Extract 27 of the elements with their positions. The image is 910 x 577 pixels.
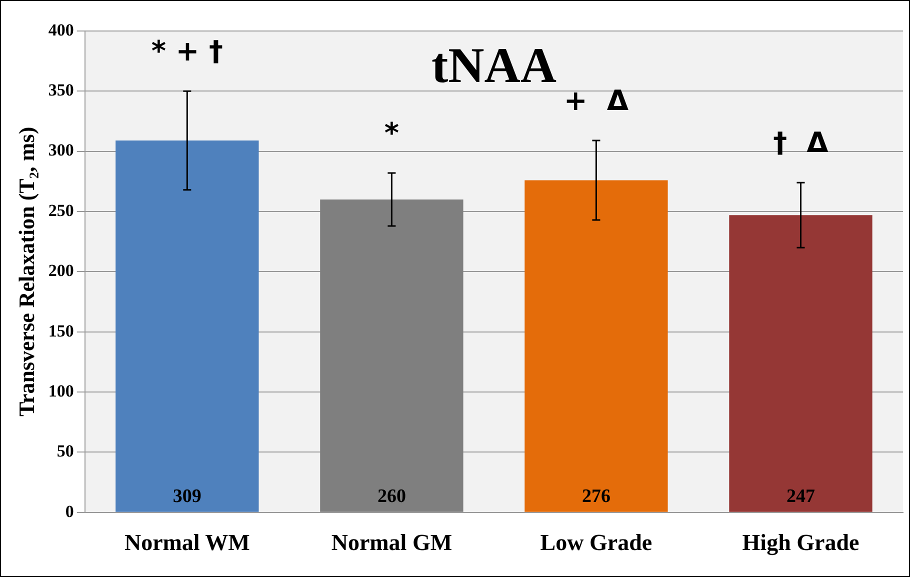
data-label: 309 [172,486,202,507]
y-tick-label: 0 [65,502,74,521]
x-tick-label: Normal GM [331,530,452,556]
annotation: * + † [151,34,223,68]
bar [116,140,259,512]
y-tick-label: 100 [48,381,74,400]
y-tick-label: 250 [48,200,74,220]
bar [524,180,668,512]
y-tick-label: 150 [48,321,74,340]
y-tick-label: 200 [48,261,74,280]
y-tick-label: 400 [48,20,74,40]
annotation: * [384,116,400,150]
bar [320,199,464,512]
annotation: + Δ [564,84,629,117]
x-tick-label: High Grade [742,530,860,556]
data-label: 260 [377,486,406,507]
data-label: 247 [786,486,816,507]
bar [729,215,872,512]
y-tick-label: 350 [48,80,74,100]
chart-title: tNAA [431,36,556,93]
x-tick-label: Low Grade [540,530,652,556]
annotation: † Δ [773,126,829,159]
x-tick-label: Normal WM [124,530,250,556]
data-label: 276 [582,486,610,507]
y-tick-label: 50 [56,442,74,461]
y-tick-label: 300 [48,140,74,160]
y-axis-title: Transverse Relaxation (T₂, ms) [14,126,39,417]
